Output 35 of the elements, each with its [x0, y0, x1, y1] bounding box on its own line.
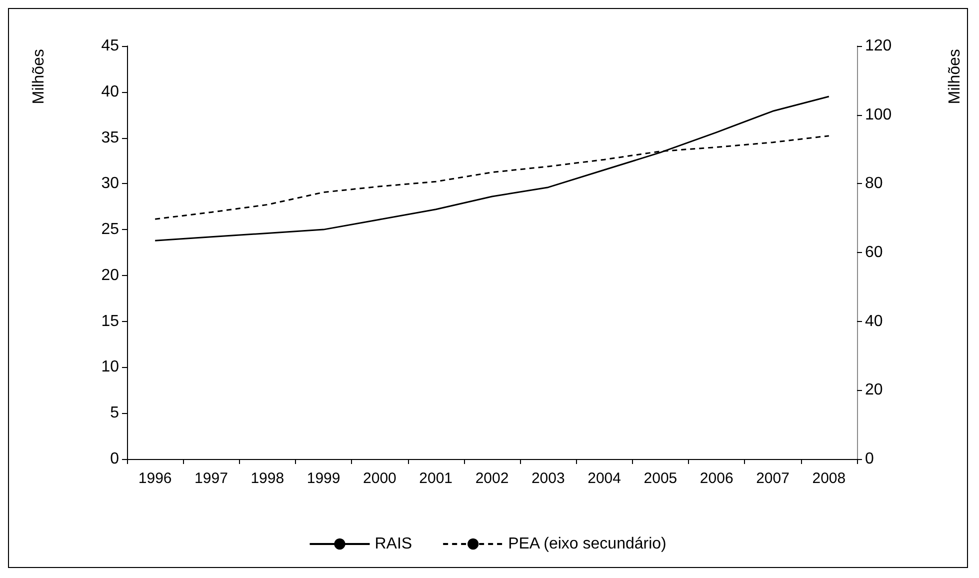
y2-tick-label: 60: [865, 244, 883, 261]
y2-tick-label: 20: [865, 382, 883, 399]
y-tick-label: 25: [101, 221, 120, 238]
y-tick-label: 30: [101, 175, 120, 192]
x-tick-label: 2000: [363, 470, 396, 487]
y-tick-label: 45: [101, 38, 120, 54]
y2-tick-label: 80: [865, 175, 883, 192]
y-axis-title: Milhões: [30, 48, 48, 104]
x-tick-label: 2003: [531, 470, 565, 487]
y-tick-label: 40: [101, 83, 120, 100]
y2-tick-label: 40: [865, 312, 883, 330]
x-tick-label: 2004: [588, 470, 621, 487]
y2-axis-title: Milhões: [946, 48, 964, 104]
x-tick-label: 2006: [700, 470, 734, 487]
y2-tick-label: 100: [865, 106, 892, 124]
x-tick-label: 1997: [194, 470, 228, 487]
y-tick-label: 15: [101, 312, 120, 330]
line-series: [154, 96, 830, 242]
x-tick-label: 2007: [756, 470, 790, 487]
y-tick-label: 20: [101, 266, 120, 284]
y-tick-label: 5: [110, 404, 120, 422]
x-tick-label: 1999: [306, 470, 340, 487]
x-tick-label: 2005: [644, 470, 678, 487]
legend-label: PEA (eixo secundário): [508, 536, 666, 552]
y2-tick-label: 120: [865, 38, 892, 54]
x-tick-label: 1998: [250, 470, 284, 487]
y2-tick-label: 0: [865, 450, 874, 468]
y-tick-label: 10: [101, 358, 120, 376]
legend-label: RAIS: [374, 536, 412, 552]
x-tick-label: 2001: [419, 470, 453, 487]
y-tick-label: 0: [110, 450, 120, 468]
y-tick-label: 35: [101, 129, 120, 146]
x-tick-label: 2008: [812, 470, 846, 487]
x-tick-label: 1996: [138, 470, 172, 487]
x-tick-label: 2002: [475, 470, 509, 487]
